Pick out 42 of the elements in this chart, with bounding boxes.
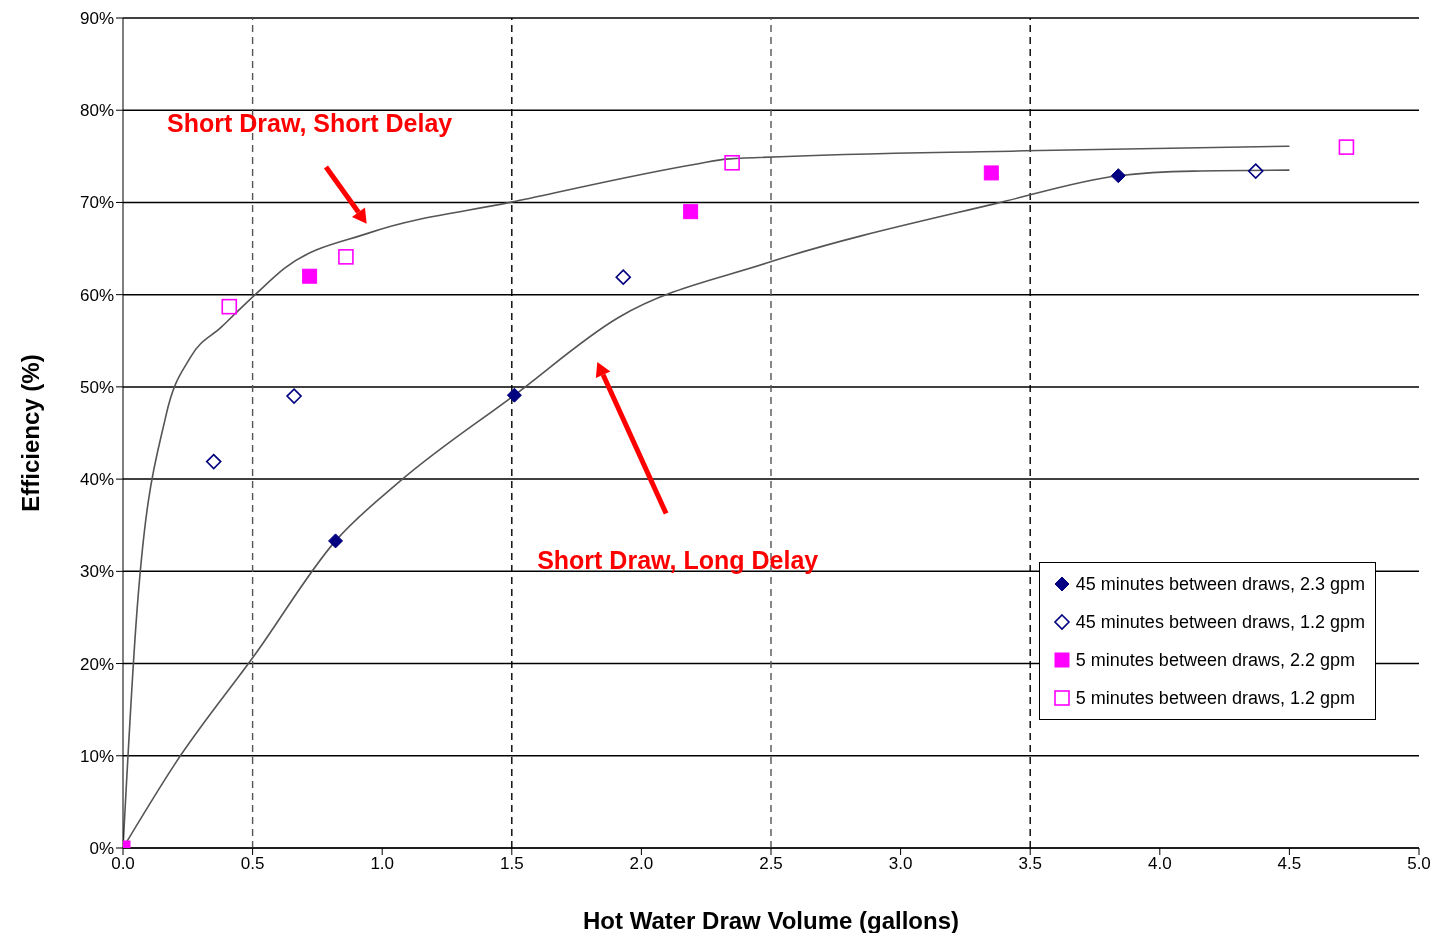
y-tick-label: 50% (79, 377, 114, 397)
point (724, 154, 740, 171)
y-tick-label: 60% (79, 285, 114, 305)
legend-label: 45 minutes between draws, 2.3 gpm (1075, 573, 1365, 597)
y-axis-title: Efficiency (%) (16, 354, 44, 512)
point (302, 268, 318, 284)
x-tick-label: 4.5 (1277, 854, 1302, 874)
point (506, 387, 522, 403)
legend-label: 5 minutes between draws, 2.2 gpm (1075, 649, 1356, 673)
x-tick-label: 1.5 (499, 854, 524, 874)
y-tick-label: 40% (79, 470, 114, 490)
y-tick-label: 20% (79, 654, 114, 674)
annotation: Short Draw, Long Delay (537, 546, 819, 575)
x-tick-label: 0.0 (111, 854, 135, 874)
y-tick-label: 10% (79, 746, 114, 766)
y-tick-label: 30% (79, 562, 114, 582)
point (205, 453, 222, 470)
y-tick-label: 80% (79, 101, 114, 121)
x-tick-label: 2.5 (759, 854, 783, 874)
y-tick-label: 90% (79, 9, 114, 29)
x-tick-label: 3.0 (888, 854, 913, 874)
point (328, 533, 344, 549)
x-tick-label: 3.5 (1018, 854, 1043, 874)
point (1247, 163, 1264, 179)
point (683, 204, 699, 220)
x-tick-label: 1.0 (370, 854, 395, 874)
point (221, 298, 238, 315)
annotation: Short Draw, Short Delay (167, 109, 453, 138)
legend-label: 45 minutes between draws, 1.2 gpm (1075, 611, 1365, 635)
point (1338, 139, 1355, 155)
y-tick-label: 0% (89, 839, 114, 859)
x-tick-label: 0.5 (240, 854, 265, 874)
x-tick-label: 4.0 (1147, 854, 1172, 874)
y-tick-label: 70% (79, 193, 114, 213)
legend-label: 5 minutes between draws, 1.2 gpm (1075, 687, 1356, 711)
point (286, 388, 302, 404)
x-tick-label: 5.0 (1407, 854, 1431, 874)
point (983, 165, 999, 181)
point (615, 269, 632, 285)
point (1110, 168, 1126, 184)
x-tick-label: 2.0 (629, 854, 654, 874)
point (338, 249, 354, 265)
